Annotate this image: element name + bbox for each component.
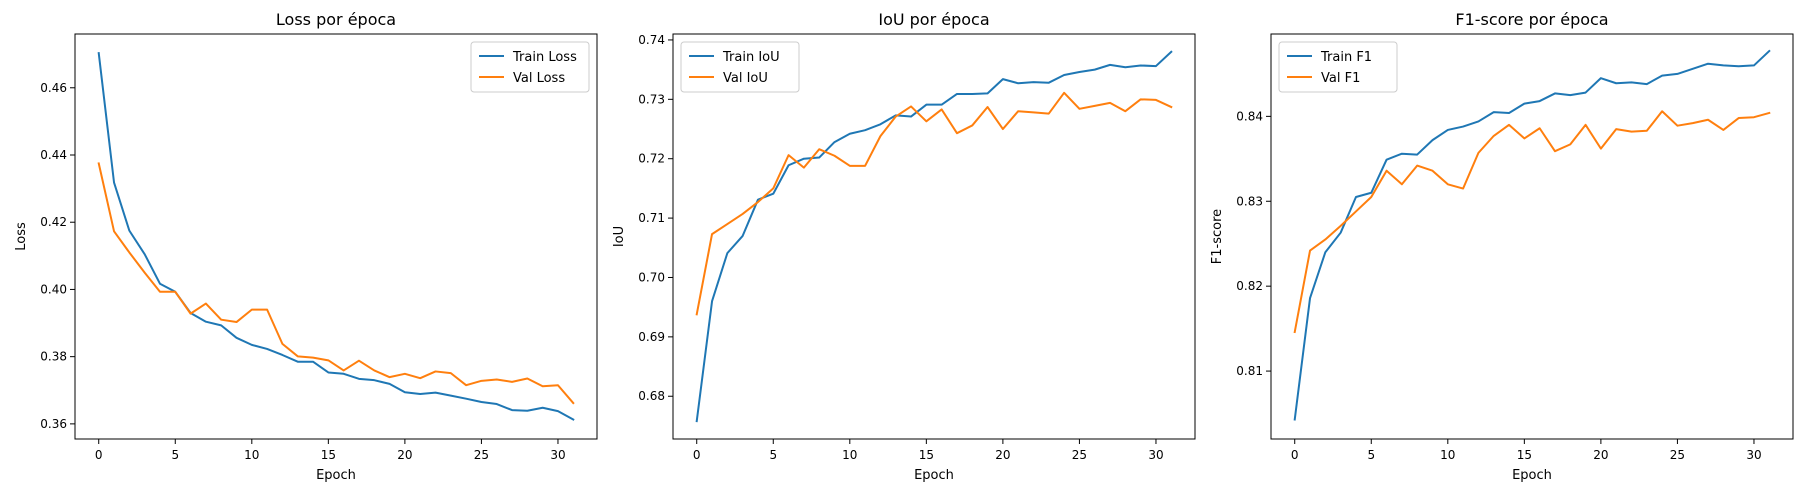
x-tick-label: 25 <box>1072 448 1087 462</box>
y-tick-label: 0.73 <box>638 92 665 106</box>
x-tick-label: 15 <box>919 448 934 462</box>
y-axis-label: F1-score <box>1210 209 1225 264</box>
y-tick-label: 0.69 <box>638 330 665 344</box>
legend: Train IoU Val IoU <box>680 41 800 93</box>
y-tick-label: 0.38 <box>40 350 67 364</box>
x-tick-label: 30 <box>1148 448 1163 462</box>
y-tick-label: 0.83 <box>1236 194 1263 208</box>
chart-panel-3: F1-score por época 0 5 10 15 20 25 30 0.81 0.82 0.… <box>1210 10 1794 483</box>
series-line-val-iou <box>695 91 1173 316</box>
legend-box <box>680 41 800 93</box>
x-tick-label: 0 <box>1291 448 1299 462</box>
x-tick-label: 20 <box>1593 448 1608 462</box>
chart-panel-2: IoU por época 0 5 10 15 20 25 30 0.68 0.69 0.70 0.7… <box>612 10 1196 483</box>
x-tick-label: 5 <box>1367 448 1375 462</box>
y-tick-label: 0.46 <box>40 81 67 95</box>
legend-box <box>1278 41 1398 93</box>
series-line-val-f1 <box>1293 110 1771 334</box>
x-tick-label: 10 <box>1440 448 1455 462</box>
legend: Train F1 Val F1 <box>1278 41 1398 93</box>
legend: Train Loss Val Loss <box>470 41 590 93</box>
chart-title: IoU por época <box>878 10 989 29</box>
chart-panel-1: Loss por época 0 5 10 15 20 25 30 0.36 0.38 0.40 0.… <box>14 10 598 483</box>
legend-label: Val F1 <box>1321 71 1360 86</box>
legend-label: Train Loss <box>512 50 577 65</box>
x-tick-label: 10 <box>244 448 259 462</box>
y-tick-label: 0.82 <box>1236 279 1263 293</box>
x-axis-label: Epoch <box>316 468 356 483</box>
x-tick-label: 20 <box>995 448 1010 462</box>
x-axis-label: Epoch <box>1512 468 1552 483</box>
x-tick-label: 0 <box>95 448 103 462</box>
legend-box <box>470 41 590 93</box>
legend-label: Val Loss <box>513 71 565 86</box>
x-tick-label: 20 <box>397 448 412 462</box>
y-tick-label: 0.68 <box>638 389 665 403</box>
x-tick-label: 30 <box>550 448 565 462</box>
legend-label: Val IoU <box>723 71 768 86</box>
chart-title: F1-score por época <box>1455 10 1608 29</box>
y-tick-label: 0.70 <box>638 270 665 284</box>
y-tick-label: 0.81 <box>1236 364 1263 378</box>
y-axis-label: IoU <box>612 226 627 247</box>
y-tick-label: 0.72 <box>638 152 665 166</box>
legend-label: Train IoU <box>722 50 780 65</box>
x-tick-label: 15 <box>1517 448 1532 462</box>
x-tick-label: 15 <box>321 448 336 462</box>
series-line-val-loss <box>97 162 575 405</box>
chart-title: Loss por época <box>276 10 396 29</box>
y-tick-label: 0.84 <box>1236 109 1263 123</box>
y-tick-label: 0.74 <box>638 33 665 47</box>
legend-label: Train F1 <box>1320 50 1372 65</box>
x-tick-label: 30 <box>1746 448 1761 462</box>
x-tick-label: 5 <box>171 448 179 462</box>
y-tick-label: 0.42 <box>40 215 67 229</box>
plot-frame <box>74 33 598 440</box>
y-axis-label: Loss <box>14 222 29 251</box>
x-tick-label: 25 <box>474 448 489 462</box>
y-tick-label: 0.40 <box>40 282 67 296</box>
series-line-train-f1 <box>1293 49 1771 421</box>
x-tick-label: 0 <box>693 448 701 462</box>
plot-frame <box>672 33 1196 440</box>
series-line-train-iou <box>695 50 1173 423</box>
y-tick-label: 0.44 <box>40 148 67 162</box>
plot-frame <box>1270 33 1794 440</box>
x-tick-label: 10 <box>842 448 857 462</box>
y-tick-label: 0.71 <box>638 211 665 225</box>
x-tick-label: 5 <box>769 448 777 462</box>
x-axis-label: Epoch <box>914 468 954 483</box>
y-tick-label: 0.36 <box>40 417 67 431</box>
x-tick-label: 25 <box>1670 448 1685 462</box>
